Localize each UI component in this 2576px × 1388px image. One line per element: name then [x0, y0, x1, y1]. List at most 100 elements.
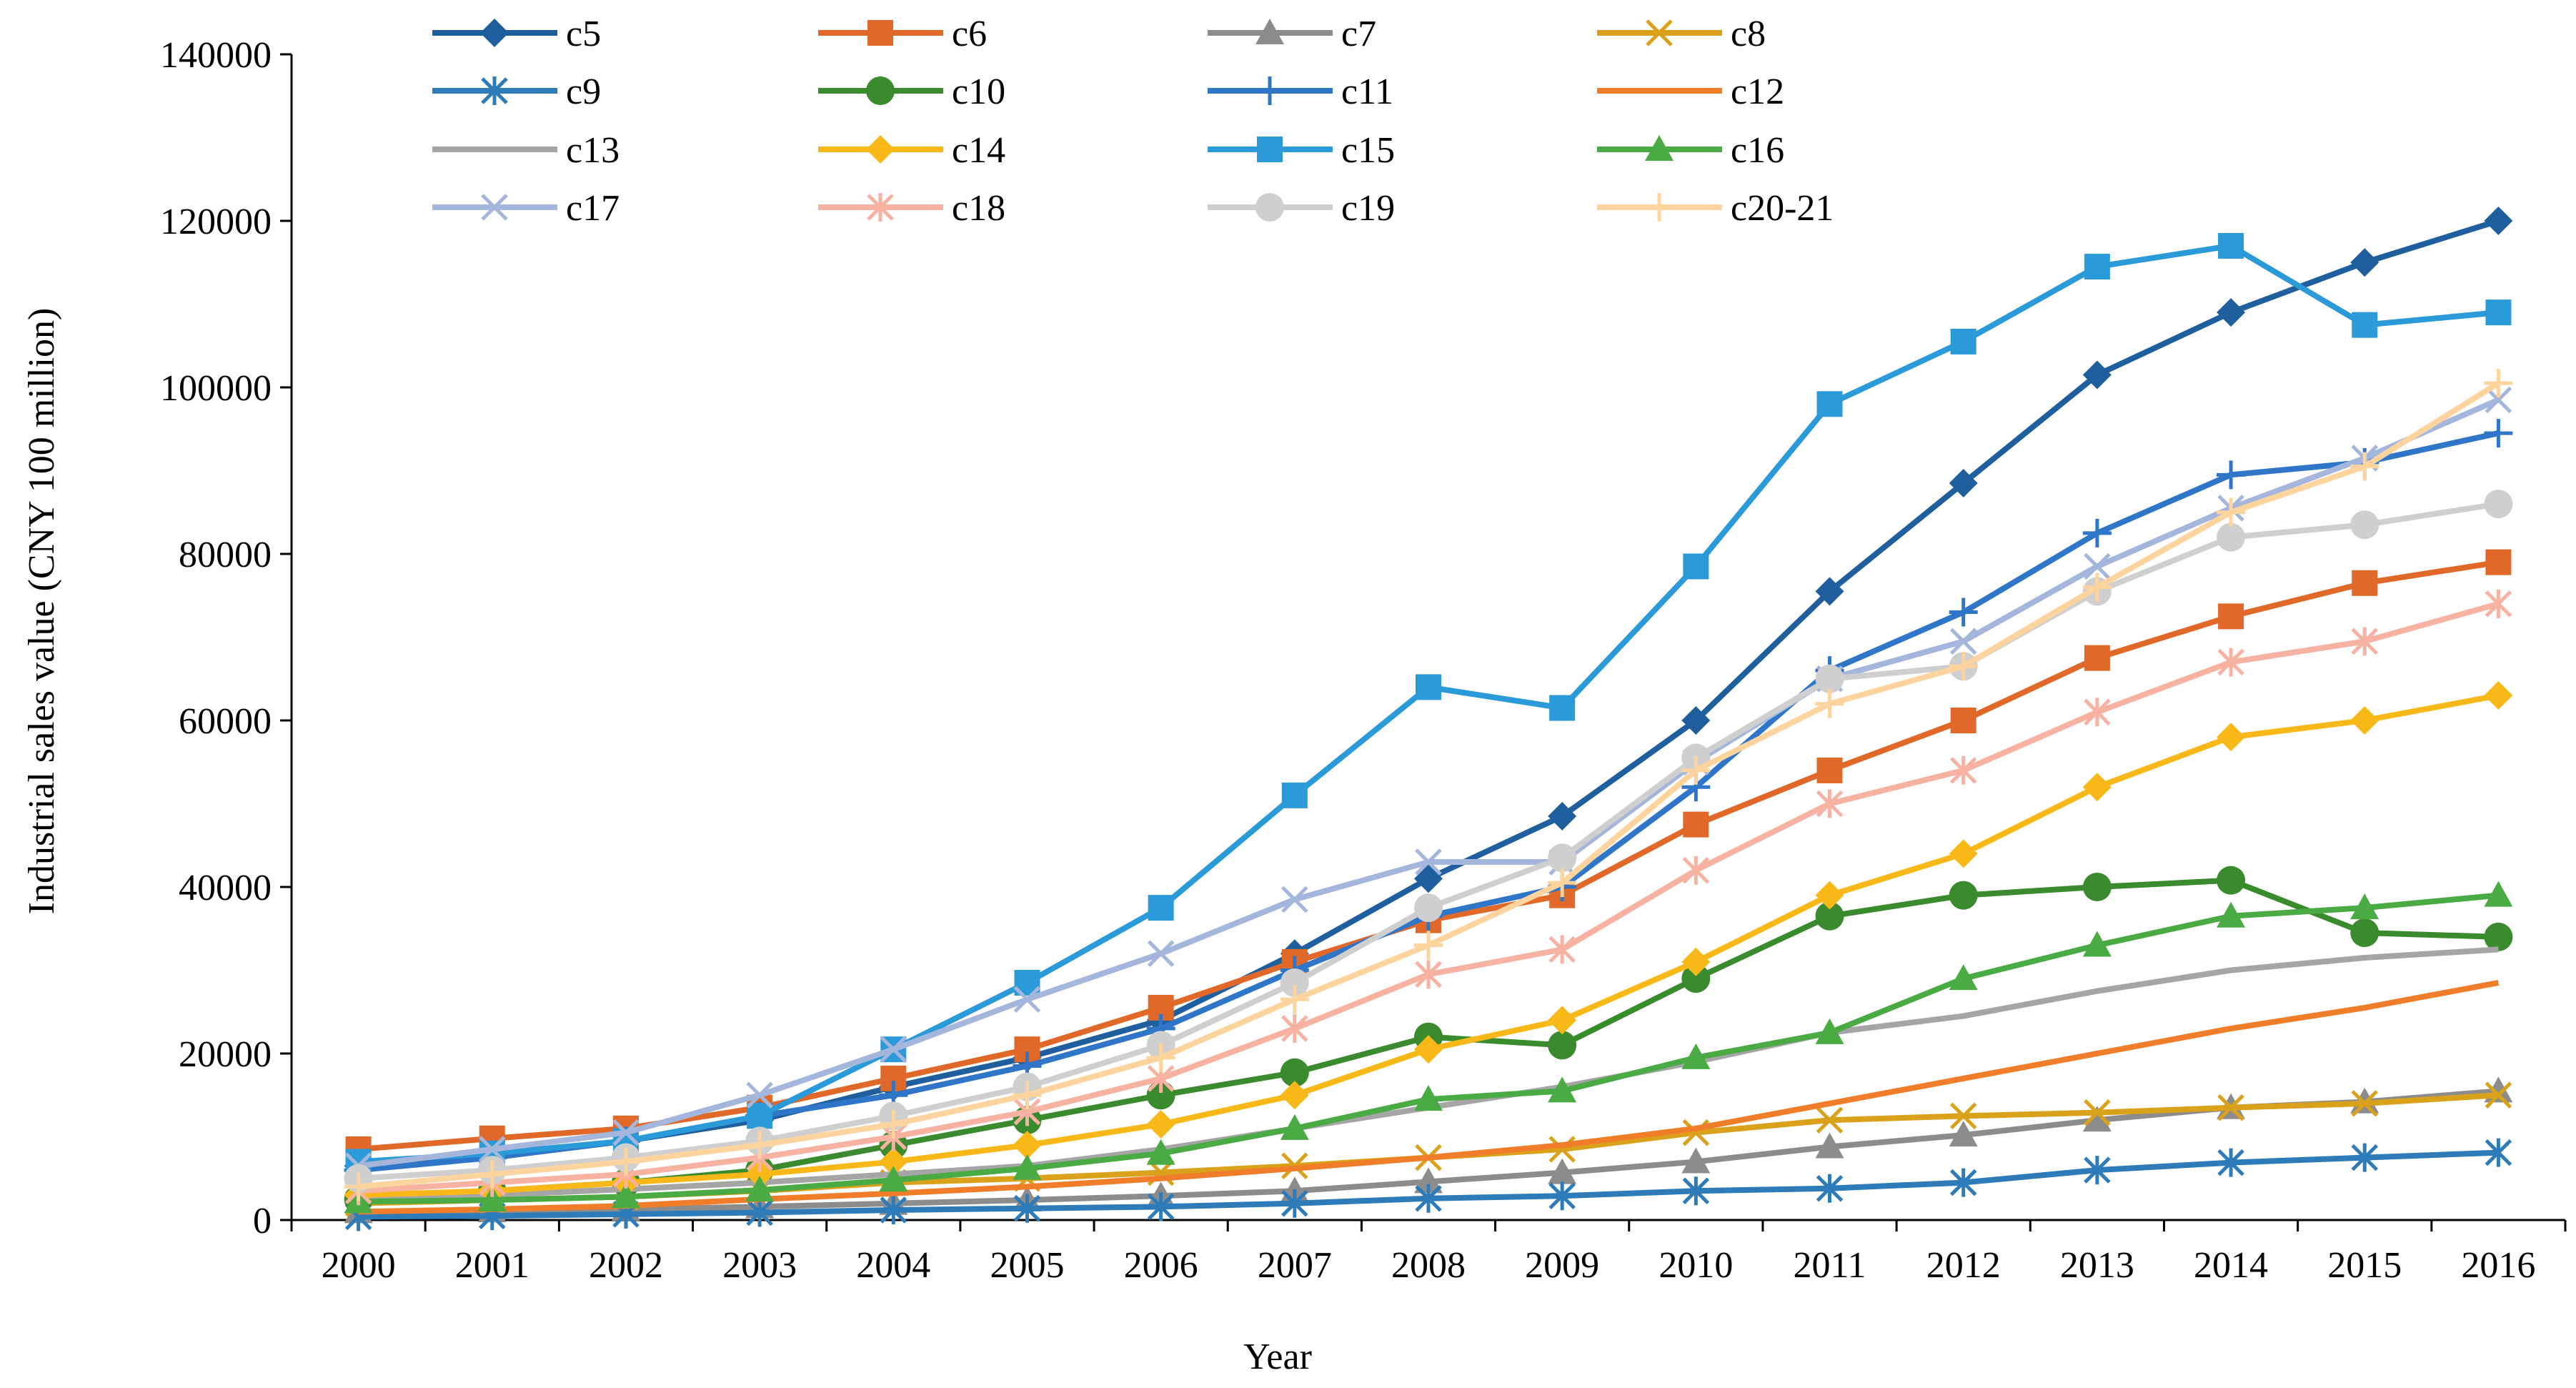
x-tick-label: 2016 — [2461, 1245, 2535, 1286]
data-point — [1950, 708, 1976, 733]
data-point — [1146, 1110, 1175, 1139]
data-point — [2350, 248, 2379, 277]
data-point — [1816, 391, 1843, 417]
legend-item-c19: c19 — [1208, 188, 1395, 229]
legend-label: c13 — [566, 130, 620, 171]
x-tick-label: 2004 — [856, 1245, 930, 1286]
y-tick-label: 60000 — [179, 701, 272, 742]
data-point — [2485, 299, 2512, 326]
data-point — [746, 1198, 773, 1227]
y-tick-label: 100000 — [160, 368, 272, 409]
data-point — [1548, 843, 1577, 873]
data-point — [2084, 552, 2111, 580]
y-tick-label: 80000 — [179, 535, 272, 575]
data-point — [478, 1136, 506, 1163]
legend-marker — [867, 20, 893, 46]
data-point — [2082, 773, 2112, 802]
data-point — [1682, 1176, 1710, 1206]
data-point — [612, 1119, 640, 1146]
data-point — [879, 1166, 908, 1192]
legend-label: c18 — [952, 188, 1005, 229]
legend-marker — [481, 194, 508, 221]
data-point — [2084, 1099, 2111, 1126]
data-point — [2484, 207, 2513, 235]
data-point — [2082, 931, 2112, 957]
data-point — [1816, 1174, 1844, 1203]
data-point — [1815, 1132, 1844, 1159]
legend-item-c9: c9 — [432, 71, 601, 112]
data-point — [1013, 986, 1041, 1013]
data-point — [2217, 1094, 2244, 1121]
data-point — [2485, 1081, 2512, 1109]
data-point — [1683, 811, 1709, 838]
data-point — [2352, 570, 2378, 596]
data-point — [1815, 1018, 1844, 1044]
data-point — [2084, 698, 2111, 727]
series-line-c19 — [358, 501, 2500, 1181]
data-point — [1949, 881, 1978, 910]
data-point — [1281, 886, 1308, 913]
data-point — [2084, 645, 2110, 671]
data-point — [1548, 1006, 1577, 1035]
data-point — [2350, 706, 2379, 735]
data-point — [1548, 1158, 1577, 1184]
x-tick-label: 2008 — [1391, 1245, 1466, 1286]
data-point — [2082, 873, 2112, 901]
data-point — [1683, 553, 1709, 580]
data-point — [1949, 1121, 1978, 1147]
data-point — [1415, 1184, 1442, 1213]
legend-marker — [1257, 137, 1283, 162]
legend-item-c5: c5 — [432, 14, 601, 54]
data-point — [1281, 782, 1308, 808]
data-point — [2484, 881, 2513, 907]
data-point — [1548, 1031, 1577, 1060]
data-point — [2217, 648, 2244, 677]
data-point — [1950, 328, 1976, 355]
data-point — [1414, 1035, 1443, 1064]
data-point — [1147, 1192, 1175, 1221]
x-tick-label: 2002 — [589, 1245, 663, 1286]
data-point — [1815, 664, 1844, 693]
data-point — [1949, 652, 1978, 681]
data-point — [1681, 706, 1711, 735]
x-tick-label: 2009 — [1525, 1245, 1599, 1286]
data-point — [1815, 901, 1844, 931]
data-point — [1815, 881, 1844, 910]
data-point — [1548, 935, 1576, 964]
data-point — [1681, 1147, 1711, 1174]
legend-marker — [1645, 193, 1674, 222]
data-point — [1949, 598, 1978, 627]
data-point — [2217, 460, 2246, 490]
data-point — [745, 1176, 775, 1202]
data-point — [1414, 893, 1443, 923]
x-tick-label: 2014 — [2194, 1245, 2268, 1286]
data-point — [2351, 1143, 2379, 1172]
data-point — [746, 1081, 773, 1109]
legend-item-c7: c7 — [1208, 14, 1376, 54]
data-point — [2217, 522, 2246, 552]
legend-marker — [480, 19, 509, 47]
data-point — [2485, 1138, 2512, 1167]
legend-marker — [1255, 76, 1284, 105]
data-point — [2350, 510, 2379, 540]
legend-item-c18: c18 — [818, 188, 1005, 229]
data-point — [2350, 918, 2379, 948]
data-point — [1281, 1014, 1308, 1044]
x-tick-label: 2006 — [1124, 1245, 1198, 1286]
data-point — [1949, 1102, 1977, 1130]
data-point — [1949, 468, 1978, 497]
data-point — [2351, 1090, 2379, 1117]
x-tick-label: 2000 — [322, 1245, 396, 1286]
series-c20-21 — [344, 369, 2513, 1201]
data-point — [2484, 369, 2513, 398]
legend-item-c20-21: c20-21 — [1597, 188, 1834, 229]
y-tick-label: 140000 — [160, 35, 272, 76]
data-point — [2082, 1106, 2112, 1132]
x-tick-label: 2001 — [455, 1245, 529, 1286]
x-tick-label: 2015 — [2327, 1245, 2402, 1286]
data-point — [2485, 386, 2512, 414]
data-point — [1414, 864, 1443, 893]
legend-marker — [866, 135, 895, 164]
legend-marker — [1255, 19, 1284, 44]
legend-label: c19 — [1341, 188, 1395, 229]
